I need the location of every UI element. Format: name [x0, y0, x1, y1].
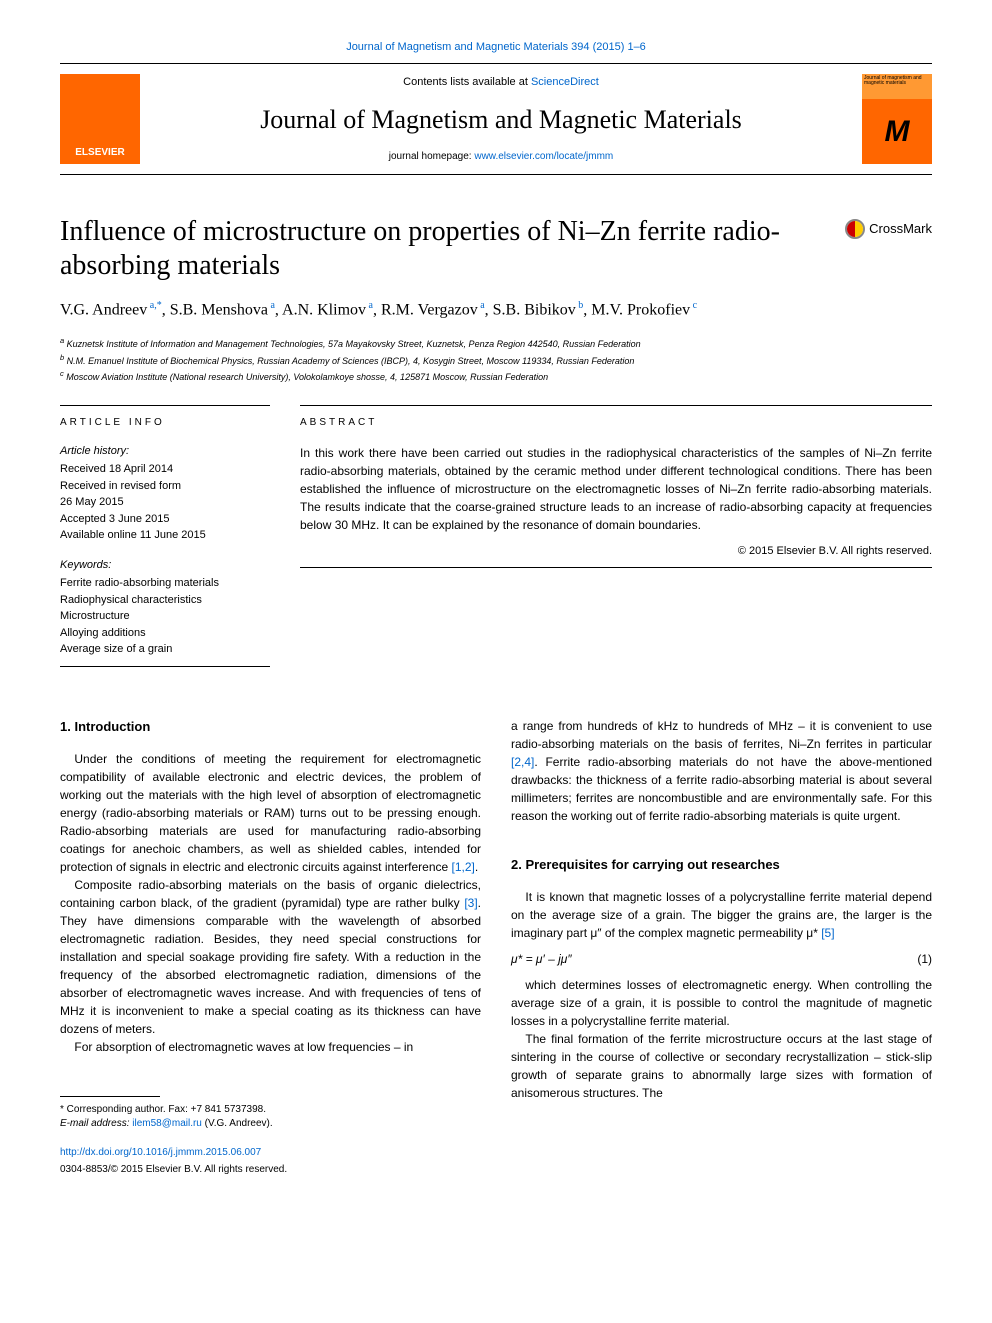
ref-link-5[interactable]: [5]	[821, 926, 834, 940]
crossmark-badge[interactable]: CrossMark	[845, 219, 932, 239]
journal-header: ELSEVIER Contents lists available at Sci…	[60, 63, 932, 175]
keywords-text: Ferrite radio-absorbing materialsRadioph…	[60, 575, 270, 658]
author: S.B. Menshova	[170, 301, 268, 318]
crossmark-icon	[845, 219, 865, 239]
journal-cover-thumb: Journal of magnetism and magnetic materi…	[862, 74, 932, 164]
cover-top-text: Journal of magnetism and magnetic materi…	[862, 74, 932, 99]
article-title: Influence of microstructure on propertie…	[60, 215, 833, 282]
cover-glyph: M	[862, 99, 932, 164]
intro-p2: Composite radio-absorbing materials on t…	[60, 876, 481, 1038]
left-column: 1. Introduction Under the conditions of …	[60, 717, 481, 1178]
email-link[interactable]: ilem58@mail.ru	[132, 1118, 202, 1129]
author-sup: b	[576, 300, 584, 311]
right-column: a range from hundreds of kHz to hundreds…	[511, 717, 932, 1178]
article-info-heading: ARTICLE INFO	[60, 416, 270, 430]
affiliations: a Kuznetsk Institute of Information and …	[60, 335, 932, 385]
prereq-p2: which determines losses of electromagnet…	[511, 976, 932, 1030]
email-line: E-mail address: ilem58@mail.ru (V.G. And…	[60, 1117, 481, 1131]
eq1-formula: μ* = μ′ – jμ″	[511, 950, 572, 968]
top-citation: Journal of Magnetism and Magnetic Materi…	[60, 40, 932, 55]
authors: V.G. Andreev a,*, S.B. Menshova a, A.N. …	[60, 299, 932, 322]
eq1-number: (1)	[917, 950, 932, 968]
journal-title: Journal of Magnetism and Magnetic Materi…	[140, 102, 862, 138]
prereq-p1: It is known that magnetic losses of a po…	[511, 888, 932, 942]
header-center: Contents lists available at ScienceDirec…	[140, 75, 862, 165]
affiliation: b N.M. Emanuel Institute of Biochemical …	[60, 352, 932, 369]
prereq-p3: The final formation of the ferrite micro…	[511, 1030, 932, 1102]
author: M.V. Prokofiev	[591, 301, 690, 318]
sciencedirect-link[interactable]: ScienceDirect	[531, 76, 599, 88]
affiliation: c Moscow Aviation Institute (National re…	[60, 368, 932, 385]
contents-prefix: Contents lists available at	[403, 76, 531, 88]
author: R.M. Vergazov	[381, 301, 478, 318]
elsevier-logo: ELSEVIER	[60, 74, 140, 164]
bottom-copyright: 0304-8853/© 2015 Elsevier B.V. All right…	[60, 1162, 481, 1177]
body-columns: 1. Introduction Under the conditions of …	[60, 717, 932, 1178]
author-sup: a	[366, 300, 373, 311]
affiliation: a Kuznetsk Institute of Information and …	[60, 335, 932, 352]
doi-link[interactable]: http://dx.doi.org/10.1016/j.jmmm.2015.06…	[60, 1147, 261, 1158]
corresponding-author: * Corresponding author. Fax: +7 841 5737…	[60, 1103, 481, 1117]
intro-p1: Under the conditions of meeting the requ…	[60, 750, 481, 876]
ref-link-3[interactable]: [3]	[464, 896, 477, 910]
author-sup: a,*	[147, 300, 161, 311]
top-citation-link[interactable]: Journal of Magnetism and Magnetic Materi…	[346, 41, 646, 53]
homepage-link[interactable]: www.elsevier.com/locate/jmmm	[474, 151, 613, 162]
ref-link-2-4[interactable]: [2,4]	[511, 755, 534, 769]
doi-line: http://dx.doi.org/10.1016/j.jmmm.2015.06…	[60, 1145, 481, 1160]
abstract-copyright: © 2015 Elsevier B.V. All rights reserved…	[300, 544, 932, 559]
abstract-rule	[300, 567, 932, 568]
author-sup: c	[690, 300, 697, 311]
intro-heading: 1. Introduction	[60, 717, 481, 737]
info-rule	[60, 666, 270, 667]
equation-1: μ* = μ′ – jμ″ (1)	[511, 950, 932, 968]
homepage-prefix: journal homepage:	[389, 151, 475, 162]
author-sup: a	[268, 300, 275, 311]
author: A.N. Klimov	[282, 301, 366, 318]
history-label: Article history:	[60, 444, 270, 459]
contents-line: Contents lists available at ScienceDirec…	[140, 75, 862, 90]
footnote-separator	[60, 1096, 160, 1097]
email-who: (V.G. Andreev).	[202, 1118, 273, 1129]
author: V.G. Andreev	[60, 301, 147, 318]
abstract: ABSTRACT In this work there have been ca…	[300, 405, 932, 667]
homepage-line: journal homepage: www.elsevier.com/locat…	[140, 150, 862, 164]
author: S.B. Bibikov	[493, 301, 576, 318]
ref-link-1-2[interactable]: [1,2]	[452, 860, 475, 874]
keywords-label: Keywords:	[60, 558, 270, 573]
history-text: Received 18 April 2014Received in revise…	[60, 461, 270, 544]
abstract-text: In this work there have been carried out…	[300, 444, 932, 534]
crossmark-label: CrossMark	[869, 220, 932, 238]
prereq-heading: 2. Prerequisites for carrying out resear…	[511, 855, 932, 875]
col2-p1: a range from hundreds of kHz to hundreds…	[511, 717, 932, 825]
intro-p3: For absorption of electromagnetic waves …	[60, 1038, 481, 1056]
abstract-heading: ABSTRACT	[300, 416, 932, 430]
author-sup: a	[478, 300, 485, 311]
email-label: E-mail address:	[60, 1118, 132, 1129]
article-info: ARTICLE INFO Article history: Received 1…	[60, 405, 270, 667]
